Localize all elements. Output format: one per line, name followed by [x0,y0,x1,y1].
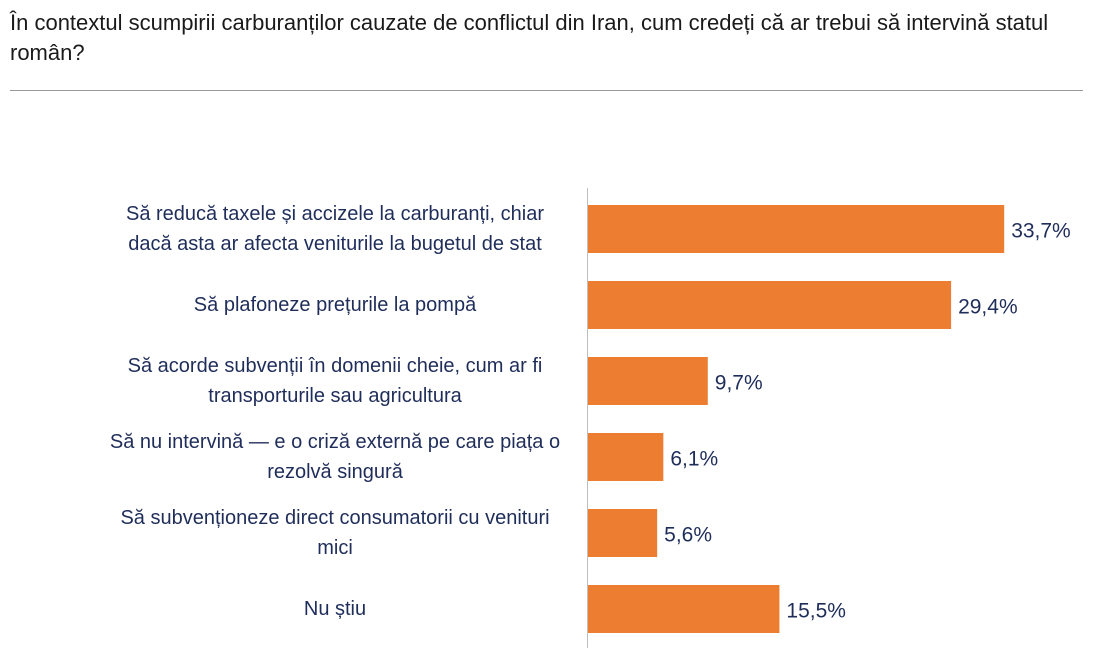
value-label: 9,7% [715,372,763,395]
bar [588,585,780,633]
bar [588,281,952,329]
category-label: Să reducă taxele și accizele la carburan… [126,203,544,255]
category-label: Să nu intervină — e o criză externă pe c… [109,431,561,483]
category-label: Să plafoneze prețurile la pompă [193,294,477,316]
bar [588,509,658,557]
value-label: 5,6% [664,524,712,547]
category-label: Să subvenționeze direct consumatorii cu … [120,507,550,559]
category-label: Nu știu [303,598,367,620]
bar [588,357,708,405]
title-rule [10,90,1083,91]
bar [588,205,1005,253]
value-label: 15,5% [786,600,846,623]
value-label: 29,4% [958,296,1018,319]
bar [588,433,664,481]
category-label: Să acorde subvenții în domenii cheie, cu… [127,355,543,407]
chart-title: În contextul scumpirii carburanților cau… [10,10,1049,65]
value-label: 6,1% [670,448,718,471]
value-label: 33,7% [1011,220,1071,243]
